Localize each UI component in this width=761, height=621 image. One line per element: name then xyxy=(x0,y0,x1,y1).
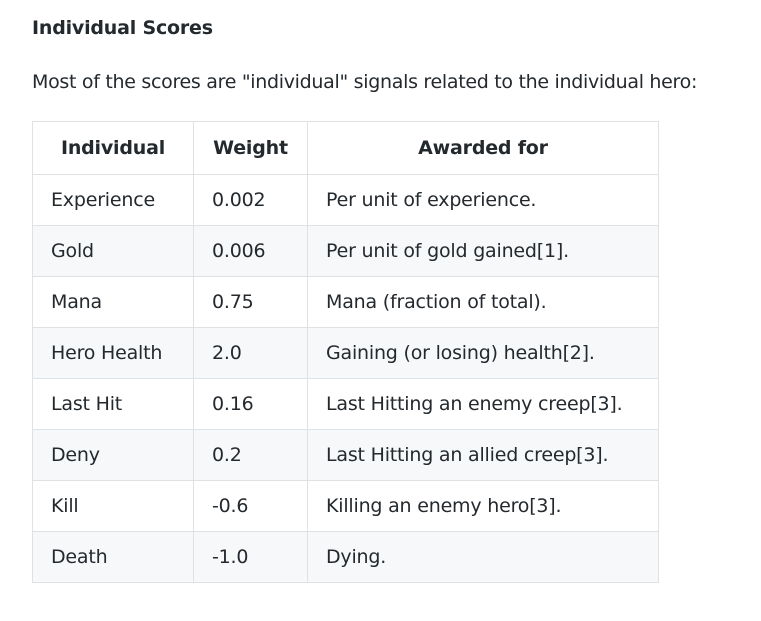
cell-awarded-for: Dying. xyxy=(307,531,659,583)
cell-weight: 0.75 xyxy=(193,276,308,328)
table-row: Last Hit 0.16 Last Hitting an enemy cree… xyxy=(32,378,659,430)
cell-individual: Experience xyxy=(32,174,194,226)
cell-awarded-for: Per unit of gold gained[1]. xyxy=(307,225,659,277)
cell-weight: 0.006 xyxy=(193,225,308,277)
table-row: Experience 0.002 Per unit of experience. xyxy=(32,174,659,226)
cell-weight: 0.2 xyxy=(193,429,308,481)
cell-individual: Gold xyxy=(32,225,194,277)
header-individual: Individual xyxy=(32,121,194,175)
cell-awarded-for: Killing an enemy hero[3]. xyxy=(307,480,659,532)
cell-weight: -0.6 xyxy=(193,480,308,532)
table-row: Death -1.0 Dying. xyxy=(32,531,659,583)
cell-awarded-for: Last Hitting an enemy creep[3]. xyxy=(307,378,659,430)
scores-table: Individual Weight Awarded for Experience… xyxy=(32,121,659,583)
cell-individual: Hero Health xyxy=(32,327,194,379)
cell-weight: 0.16 xyxy=(193,378,308,430)
cell-awarded-for: Last Hitting an allied creep[3]. xyxy=(307,429,659,481)
cell-weight: 0.002 xyxy=(193,174,308,226)
cell-individual: Deny xyxy=(32,429,194,481)
table-row: Deny 0.2 Last Hitting an allied creep[3]… xyxy=(32,429,659,481)
section-heading: Individual Scores xyxy=(32,17,213,39)
table-header-row: Individual Weight Awarded for xyxy=(32,121,659,175)
cell-weight: 2.0 xyxy=(193,327,308,379)
header-awarded-for: Awarded for xyxy=(307,121,659,175)
cell-weight: -1.0 xyxy=(193,531,308,583)
table-row: Mana 0.75 Mana (fraction of total). xyxy=(32,276,659,328)
cell-awarded-for: Mana (fraction of total). xyxy=(307,276,659,328)
cell-individual: Kill xyxy=(32,480,194,532)
cell-individual: Death xyxy=(32,531,194,583)
intro-paragraph: Most of the scores are "individual" sign… xyxy=(32,71,698,93)
header-weight: Weight xyxy=(193,121,308,175)
table-row: Gold 0.006 Per unit of gold gained[1]. xyxy=(32,225,659,277)
cell-awarded-for: Gaining (or losing) health[2]. xyxy=(307,327,659,379)
cell-individual: Mana xyxy=(32,276,194,328)
table-row: Kill -0.6 Killing an enemy hero[3]. xyxy=(32,480,659,532)
cell-awarded-for: Per unit of experience. xyxy=(307,174,659,226)
cell-individual: Last Hit xyxy=(32,378,194,430)
table-row: Hero Health 2.0 Gaining (or losing) heal… xyxy=(32,327,659,379)
